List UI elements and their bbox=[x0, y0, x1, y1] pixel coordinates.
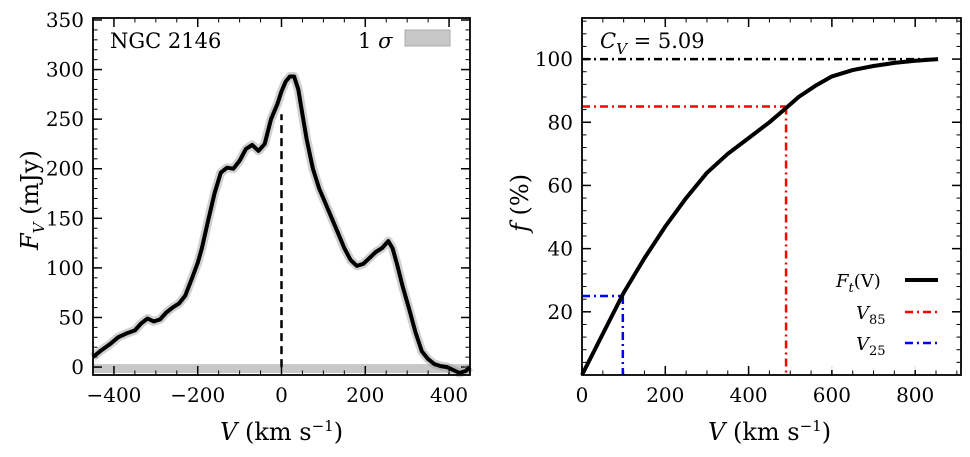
x-tick-label: 0 bbox=[275, 383, 288, 407]
x-tick-label: 400 bbox=[729, 383, 767, 407]
legend-sigma-label: 1 σ bbox=[358, 29, 393, 53]
x-tick-label: −200 bbox=[170, 383, 225, 407]
right-legend: Ft(V) V85 V25 bbox=[827, 258, 952, 370]
y-tick-label: 150 bbox=[46, 206, 84, 230]
right-tick-labels: 0 200 400 600 800 20 40 60 80 100 bbox=[535, 47, 934, 407]
cumulative-flux-line bbox=[580, 57, 939, 376]
left-panel: −400 −200 0 200 400 0 50 100 150 200 250 300 350 NGC… bbox=[16, 8, 474, 446]
left-axes-frame bbox=[92, 17, 471, 376]
right-series bbox=[580, 57, 939, 376]
concentration-annotation: CV = 5.09 bbox=[600, 29, 705, 58]
left-x-axis-label: V (km s−1) bbox=[220, 417, 343, 446]
y-tick-label: 40 bbox=[548, 237, 573, 261]
y-tick-label: 0 bbox=[71, 355, 84, 379]
x-tick-label: 800 bbox=[896, 383, 934, 407]
legend-band-swatch bbox=[404, 29, 451, 47]
legend-label-v25: V25 bbox=[856, 334, 886, 359]
spectrum-line bbox=[91, 74, 472, 375]
left-y-axis-label: FV (mJy) bbox=[16, 150, 48, 251]
x-tick-label: 200 bbox=[346, 383, 384, 407]
left-title: NGC 2146 bbox=[110, 29, 221, 53]
right-axes-frame bbox=[581, 17, 962, 376]
y-tick-label: 50 bbox=[59, 305, 84, 329]
y-tick-label: 100 bbox=[535, 47, 573, 71]
y-tick-label: 100 bbox=[46, 256, 84, 280]
y-tick-label: 200 bbox=[46, 157, 84, 181]
x-tick-label: 400 bbox=[430, 383, 468, 407]
left-legend: 1 σ bbox=[358, 29, 451, 53]
left-tick-labels: −400 −200 0 200 400 0 50 100 150 200 250 300 350 bbox=[46, 8, 468, 407]
right-y-axis-label: f (%) bbox=[506, 174, 534, 234]
left-series bbox=[90, 72, 474, 378]
y-tick-label: 350 bbox=[46, 8, 84, 32]
x-tick-label: 200 bbox=[646, 383, 684, 407]
legend-label-ft: Ft(V) bbox=[835, 271, 881, 296]
right-x-axis-label: V (km s−1) bbox=[708, 417, 831, 446]
y-tick-label: 250 bbox=[46, 107, 84, 131]
x-tick-label: −400 bbox=[86, 383, 141, 407]
legend-box bbox=[827, 258, 952, 370]
y-tick-label: 80 bbox=[548, 110, 573, 134]
y-tick-label: 20 bbox=[548, 300, 573, 324]
x-tick-label: 0 bbox=[576, 383, 589, 407]
legend-label-v85: V85 bbox=[856, 303, 886, 328]
y-tick-label: 300 bbox=[46, 58, 84, 82]
right-panel: 0 200 400 600 800 20 40 60 80 100 CV = 5.09 Ft(V)… bbox=[506, 17, 962, 446]
x-tick-label: 600 bbox=[813, 383, 851, 407]
y-tick-label: 60 bbox=[548, 173, 573, 197]
